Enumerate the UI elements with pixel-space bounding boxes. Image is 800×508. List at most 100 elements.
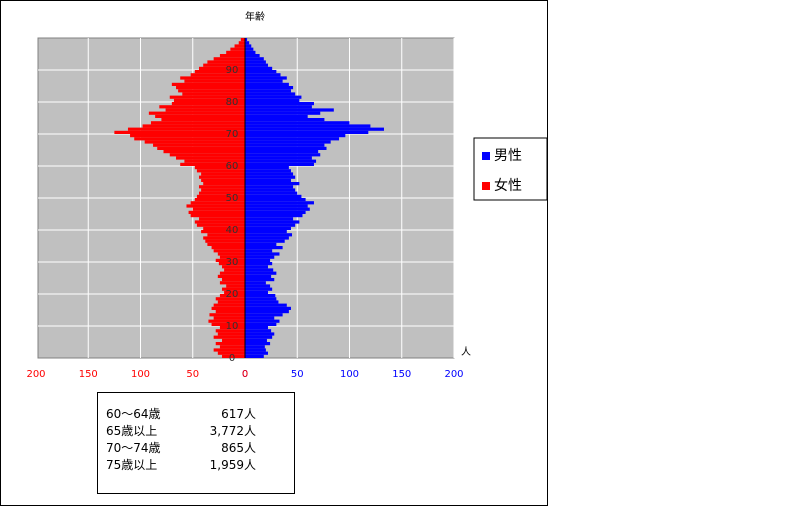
bar: [245, 47, 254, 51]
bar: [245, 326, 268, 330]
legend-label: 男性: [494, 148, 522, 164]
summary-row: 60～64歳 617人: [106, 405, 256, 421]
bar: [159, 105, 245, 109]
bar: [245, 303, 287, 307]
bar: [245, 297, 277, 301]
bar: [245, 345, 265, 349]
bar: [161, 118, 245, 122]
y-tick-label: 80: [226, 97, 239, 108]
bar: [208, 319, 245, 323]
x-tick-label: 50: [186, 369, 199, 380]
bar: [194, 198, 245, 202]
bar: [245, 108, 334, 112]
bar: [203, 226, 245, 230]
y-tick-label: 40: [226, 225, 239, 236]
summary-value: 865人: [221, 441, 256, 455]
bar: [150, 121, 245, 125]
bar: [194, 70, 245, 74]
bar: [245, 236, 289, 240]
bar: [245, 217, 294, 221]
bar: [196, 169, 245, 173]
bar: [144, 140, 245, 144]
bar: [196, 194, 245, 198]
bar: [245, 329, 272, 333]
bar: [211, 306, 245, 310]
bar: [226, 50, 245, 54]
bar: [245, 146, 327, 150]
bar: [245, 92, 296, 96]
bar: [201, 178, 245, 182]
y-tick-label: 20: [226, 289, 239, 300]
bar: [180, 162, 245, 166]
bar: [245, 258, 271, 262]
bar: [240, 38, 245, 42]
summary-label: 60～64歳: [106, 407, 161, 421]
bar: [245, 239, 285, 243]
x-tick-label: 150: [392, 369, 411, 380]
bar: [245, 60, 266, 64]
chart-title: 年齢: [245, 10, 265, 23]
bar: [169, 153, 245, 157]
summary-row: 65歳以上 3,772人: [106, 422, 256, 438]
bar: [176, 86, 245, 90]
bar: [245, 354, 264, 358]
bar: [245, 140, 331, 144]
bar: [176, 156, 245, 160]
bar: [245, 54, 260, 58]
bar: [245, 313, 283, 317]
legend-swatch: [482, 152, 490, 160]
bar: [245, 86, 294, 90]
bar: [245, 274, 272, 278]
bar: [245, 79, 283, 83]
bar: [203, 63, 245, 67]
bar: [188, 210, 245, 214]
bar: [148, 111, 245, 115]
bar: [245, 310, 289, 314]
bar: [245, 284, 271, 288]
bar: [215, 310, 245, 314]
bar: [134, 137, 245, 141]
bar: [207, 242, 245, 246]
summary-value: 1,959人: [209, 458, 256, 472]
bar: [234, 44, 245, 48]
summary-row: 70～74歳 865人: [106, 439, 256, 455]
bar: [245, 300, 279, 304]
bar: [245, 242, 277, 246]
bar: [245, 95, 302, 99]
bar: [245, 265, 268, 269]
bar: [222, 354, 245, 358]
bar: [245, 172, 294, 176]
bar: [194, 166, 245, 170]
bar: [218, 262, 245, 266]
bar: [245, 111, 321, 115]
bar: [171, 82, 245, 86]
bar: [114, 130, 245, 134]
bar: [196, 223, 245, 227]
summary-box: 60～64歳 617人 65歳以上 3,772人 70～74歳 865人 75歳以上 1,95…: [97, 392, 295, 494]
x-tick-label: 100: [131, 369, 150, 380]
bar: [226, 284, 245, 288]
bar: [222, 265, 245, 269]
bar: [245, 98, 300, 102]
y-tick-label: 0: [229, 353, 235, 364]
bar: [215, 342, 245, 346]
bar: [163, 150, 245, 154]
bar: [219, 54, 245, 58]
bar: [245, 281, 266, 285]
summary-value: 3,772人: [209, 424, 256, 438]
bar: [219, 294, 245, 298]
x-tick-label: 200: [26, 369, 45, 380]
bar: [245, 159, 317, 163]
bar: [245, 50, 256, 54]
bar: [245, 102, 314, 106]
bar: [245, 278, 275, 282]
bar: [201, 188, 245, 192]
bar: [245, 63, 268, 67]
bar: [215, 258, 245, 262]
bar: [245, 66, 273, 70]
bar: [238, 41, 245, 45]
summary-row: 75歳以上 1,959人: [106, 456, 256, 472]
bar: [245, 316, 275, 320]
bar: [245, 201, 314, 205]
